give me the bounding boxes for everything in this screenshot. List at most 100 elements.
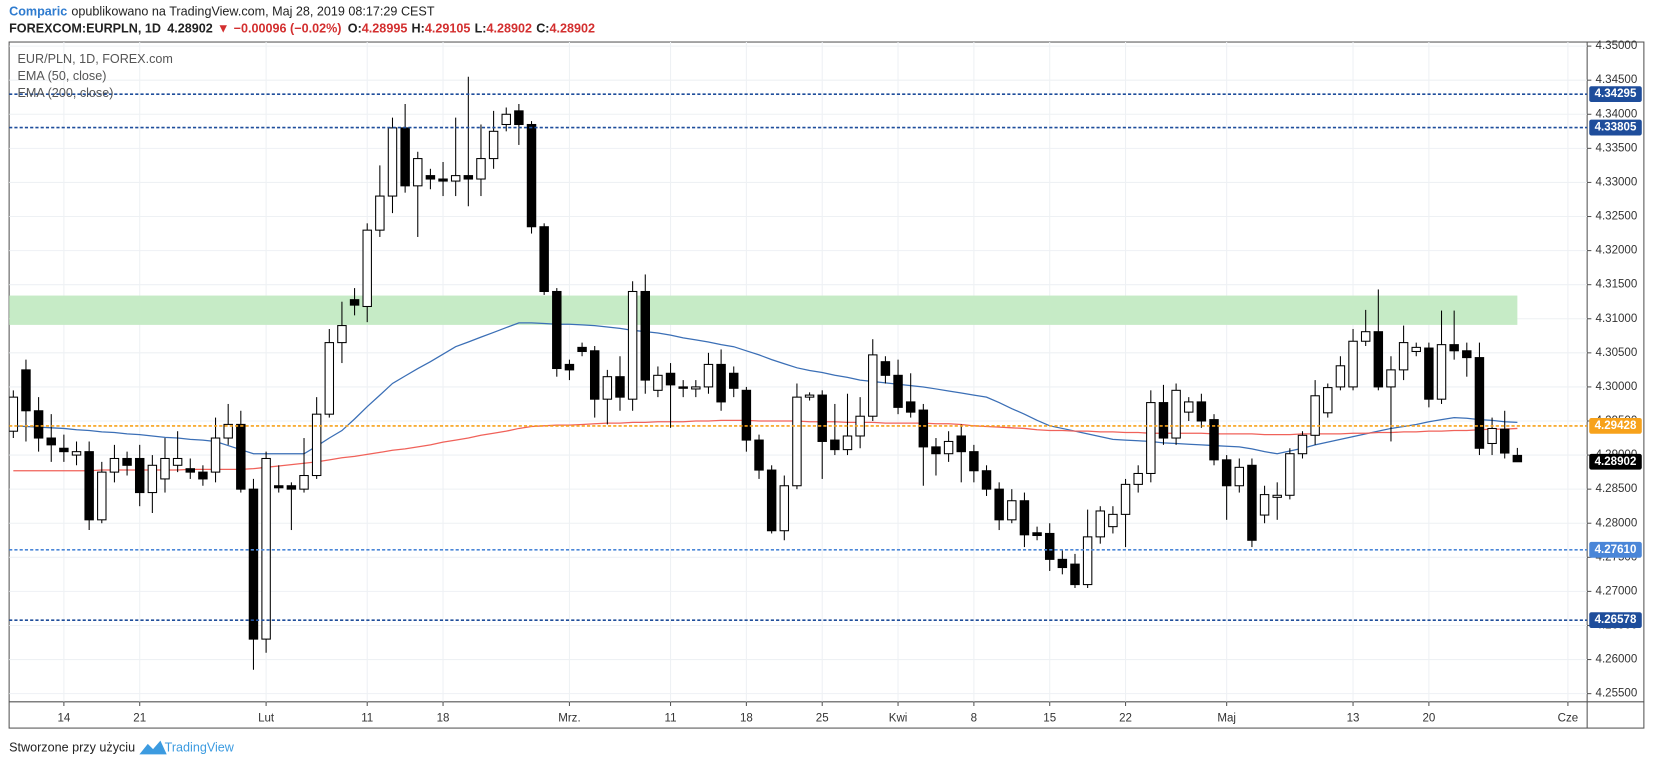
level-label-bg	[1589, 86, 1642, 103]
candle-body	[526, 123, 537, 228]
x-tick-label: Lut	[258, 713, 275, 725]
candle-body	[1057, 558, 1068, 569]
x-tick-label: 18	[740, 713, 753, 725]
candle-body	[969, 451, 979, 472]
y-tick-label: 4.28500	[1596, 483, 1638, 495]
y-tick-label: 4.25500	[1596, 688, 1638, 700]
candle-body	[931, 446, 941, 455]
y-tick-label: 4.32500	[1596, 211, 1638, 223]
x-tick-label: 22	[1119, 713, 1132, 725]
x-tick-label: 20	[1422, 713, 1435, 725]
candle-body	[792, 396, 802, 487]
candle-body	[1310, 395, 1320, 436]
candle-body	[134, 457, 145, 494]
candle-body	[1044, 532, 1055, 560]
candle-body	[210, 437, 221, 473]
candle-body	[1019, 500, 1030, 536]
y-tick-label: 4.31500	[1596, 279, 1638, 291]
candle-body	[981, 470, 992, 490]
candle-body	[488, 130, 499, 160]
candle-body	[1259, 494, 1270, 516]
candle-body	[198, 471, 208, 480]
candle-body	[602, 376, 613, 400]
o-value: 4.28995	[362, 22, 408, 36]
candle-body	[1499, 428, 1510, 454]
candle-body	[1335, 365, 1346, 388]
candle-body	[46, 437, 56, 446]
candle-body	[918, 409, 929, 448]
level-label: 4.34295	[1595, 88, 1637, 100]
candle-body	[1196, 401, 1207, 422]
y-tick-label: 4.35000	[1596, 40, 1638, 52]
level-label: 4.33805	[1595, 122, 1637, 134]
candle-body	[84, 451, 94, 521]
c-value: 4.28902	[549, 22, 595, 36]
candle-body	[185, 468, 195, 473]
candle-body	[400, 127, 410, 187]
change: −0.00096 (−0.02%)	[234, 22, 342, 36]
y-tick-label: 4.30500	[1596, 347, 1638, 359]
candle-body	[33, 410, 44, 439]
candle-body	[1411, 346, 1421, 352]
o-label: O:	[348, 22, 362, 36]
y-tick-label: 4.27000	[1596, 585, 1638, 597]
candle-body	[729, 372, 739, 389]
level-label-bg	[1589, 612, 1642, 629]
candle-body	[716, 363, 726, 403]
candle-body	[1158, 402, 1169, 439]
x-tick-label: 15	[1043, 713, 1056, 725]
candle-body	[375, 195, 385, 231]
candle-body	[1512, 454, 1523, 463]
candle-body	[236, 423, 246, 490]
candle-body	[994, 488, 1004, 521]
candle-body	[691, 386, 701, 390]
y-tick-label: 4.26000	[1596, 654, 1638, 666]
candle-body	[248, 488, 259, 640]
x-tick-label: 18	[437, 713, 450, 725]
candle-body	[627, 290, 638, 400]
legend-entry: EMA (200, close)	[18, 86, 114, 100]
candle-body	[172, 457, 183, 466]
candle-body	[147, 464, 158, 494]
candle-body	[97, 471, 107, 521]
candle-body	[450, 175, 461, 182]
candle-body	[223, 423, 233, 439]
x-tick-label: Maj	[1217, 713, 1236, 725]
candle-body	[1297, 434, 1308, 455]
candle-body	[552, 290, 562, 370]
h-value: 4.29105	[425, 22, 471, 36]
candle-body	[1032, 532, 1042, 537]
candle-body	[766, 469, 777, 532]
zone	[9, 295, 1518, 325]
author[interactable]: Comparic	[9, 5, 67, 19]
candle-body	[1247, 464, 1257, 541]
x-tick-label: 25	[816, 713, 829, 725]
y-tick-label: 4.31000	[1596, 313, 1638, 325]
candle-body	[754, 439, 764, 471]
x-tick-label: Cze	[1558, 713, 1579, 725]
candle-body	[665, 372, 676, 386]
candle-body	[830, 439, 840, 451]
candle-body	[1386, 369, 1396, 388]
y-tick-label: 4.34000	[1596, 108, 1638, 120]
candle-body	[1424, 347, 1434, 400]
candle-body	[1082, 536, 1093, 586]
candle-body	[311, 413, 322, 477]
x-tick-label: 11	[665, 713, 677, 725]
overlay: 4.255004.260004.265004.270004.275004.280…	[18, 40, 1642, 725]
candle-body	[438, 178, 448, 182]
y-tick-label: 4.32000	[1596, 245, 1638, 257]
candle-body	[539, 226, 549, 293]
candle-body	[1323, 387, 1333, 414]
quote-line: FOREXCOM:EURPLN, 1D 4.28902 ▼ −0.00096 (−0.…	[9, 22, 595, 36]
x-tick-label: 21	[133, 713, 146, 725]
candle-body	[349, 299, 360, 306]
candle-body	[804, 394, 815, 398]
legend-entry: EUR/PLN, 1D, FOREX.com	[18, 52, 173, 66]
candle-body	[1007, 500, 1017, 521]
footer-brand[interactable]: TradingView	[165, 740, 235, 754]
candle-body	[425, 175, 436, 180]
y-tick-label: 4.33000	[1596, 176, 1638, 188]
candle-body	[1360, 331, 1371, 342]
candle-body	[1133, 472, 1143, 485]
